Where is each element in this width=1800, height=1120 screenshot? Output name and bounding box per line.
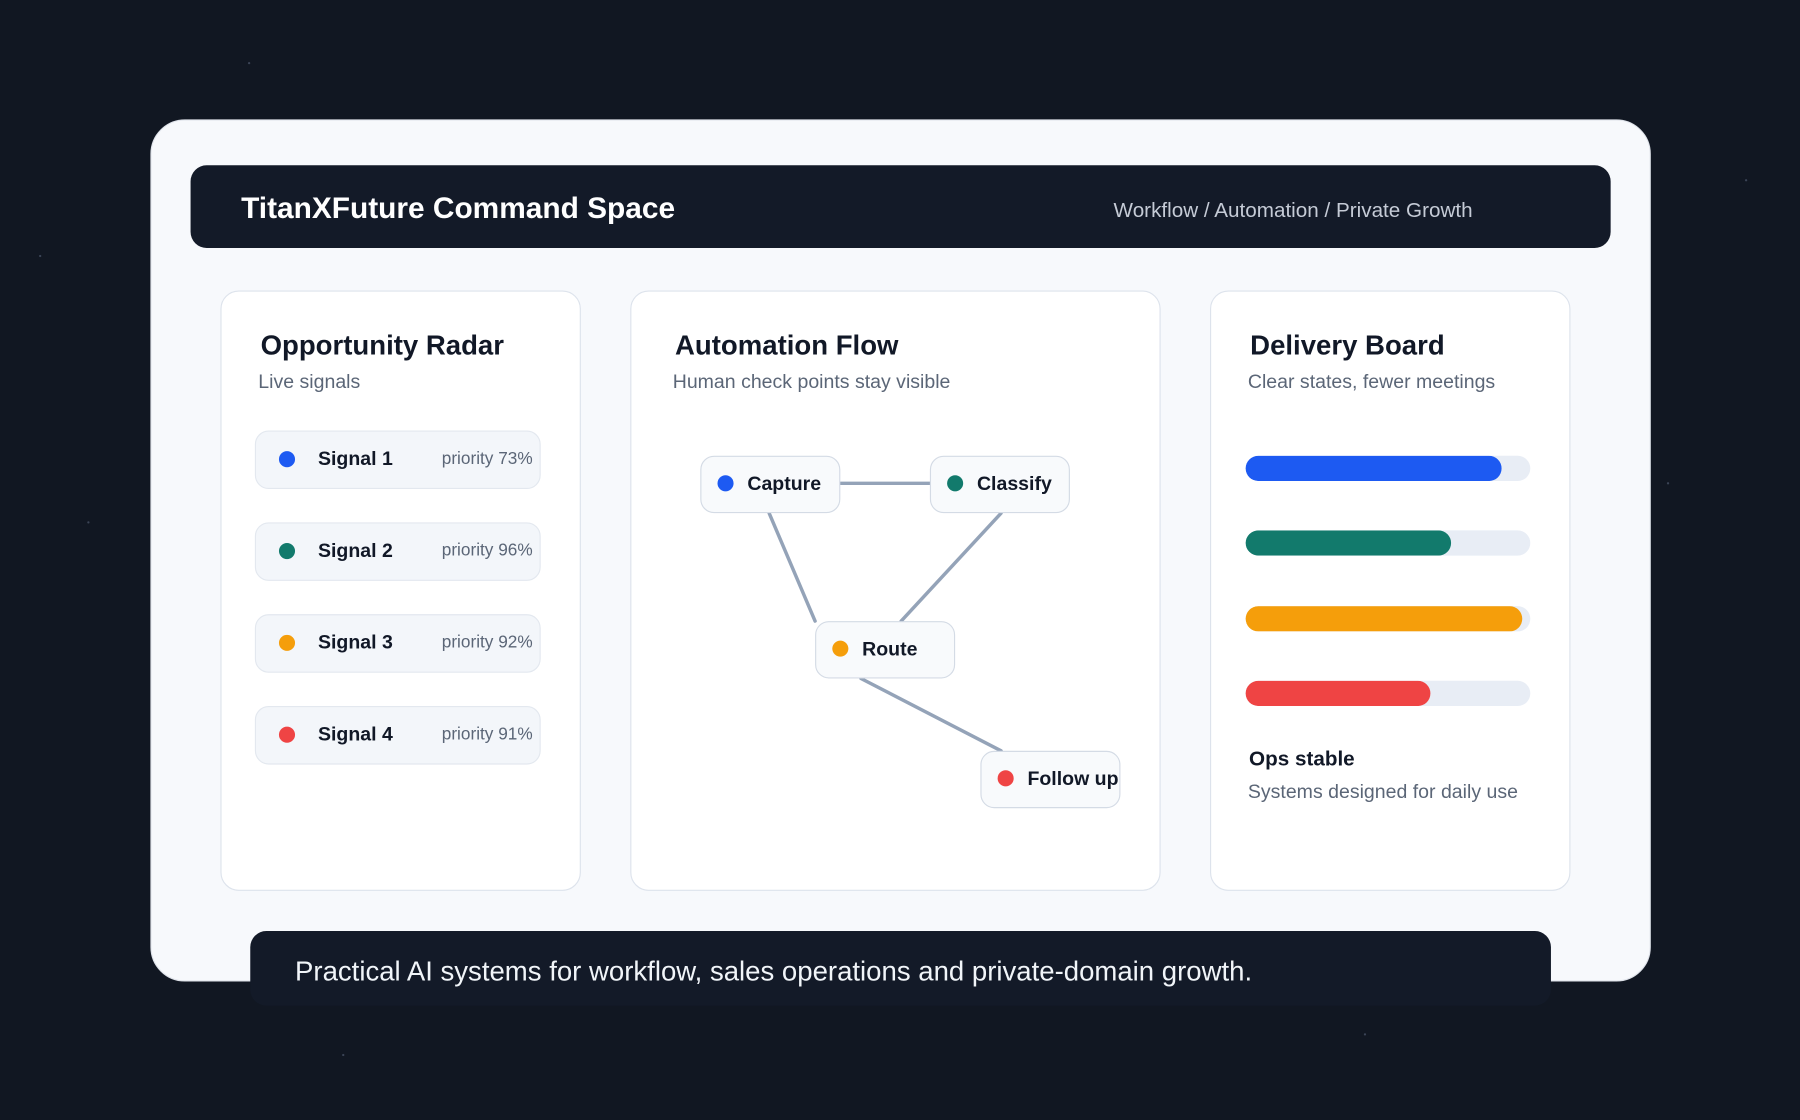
- star: [1363, 1033, 1367, 1036]
- panel-subtitle: Human check points stay visible: [672, 370, 951, 393]
- progress-bar: [1245, 680, 1431, 706]
- signal-row: [254, 522, 541, 581]
- bar-track: [1245, 605, 1531, 631]
- star: [87, 521, 90, 524]
- signal-label: Signal 4: [317, 723, 393, 746]
- flow-edge: [859, 676, 1003, 753]
- progress-bar: [1245, 530, 1451, 556]
- header-subtitle: Workflow / Automation / Private Growth: [1113, 198, 1473, 222]
- signal-label: Signal 3: [317, 631, 393, 654]
- status-title: Ops stable: [1249, 747, 1355, 771]
- signal-dot: [278, 543, 296, 560]
- node-label: Follow up: [1027, 768, 1119, 790]
- node-dot: [717, 475, 734, 492]
- node-label: Capture: [747, 472, 822, 495]
- progress-bar: [1245, 605, 1522, 631]
- footer-bar: [250, 931, 1551, 1006]
- footer-text: Practical AI systems for workflow, sales…: [295, 956, 1253, 988]
- node-dot: [997, 770, 1014, 787]
- header-title: TitanXFuture Command Space: [241, 190, 676, 226]
- bar-track: [1245, 680, 1531, 706]
- radar-panel: [220, 290, 581, 891]
- node-dot: [947, 475, 964, 492]
- status-note: Systems designed for daily use: [1247, 780, 1518, 803]
- delivery-panel: [1209, 290, 1571, 891]
- signal-row: [254, 614, 541, 673]
- node-label: Classify: [976, 472, 1052, 495]
- signal-dot: [278, 451, 296, 468]
- star: [1666, 482, 1670, 485]
- signal-priority: priority 92%: [441, 632, 533, 653]
- signal-priority: priority 96%: [441, 540, 533, 561]
- panel-subtitle: Clear states, fewer meetings: [1247, 370, 1496, 393]
- signal-priority: priority 91%: [441, 724, 533, 744]
- panel-subtitle: Live signals: [258, 370, 361, 393]
- progress-bar: [1245, 455, 1502, 482]
- signal-label: Signal 2: [317, 539, 393, 562]
- star: [39, 254, 42, 258]
- panel-title: Automation Flow: [675, 330, 899, 362]
- bar-track: [1245, 455, 1531, 482]
- signal-dot: [278, 634, 296, 651]
- star: [342, 1053, 345, 1057]
- node-label: Route: [862, 638, 918, 661]
- signal-row: [254, 430, 541, 490]
- star: [1744, 179, 1748, 182]
- signal-label: Signal 1: [317, 447, 393, 470]
- panel-title: Opportunity Radar: [260, 330, 504, 362]
- flow-edge: [899, 511, 1003, 623]
- signal-dot: [278, 726, 296, 743]
- bar-track: [1245, 530, 1531, 556]
- flow-edge: [767, 511, 817, 623]
- star: [247, 61, 251, 65]
- signal-priority: priority 73%: [441, 448, 533, 469]
- header-bar: [190, 165, 1611, 248]
- signal-row: [254, 706, 541, 765]
- node-dot: [832, 640, 849, 657]
- panel-title: Delivery Board: [1250, 330, 1445, 362]
